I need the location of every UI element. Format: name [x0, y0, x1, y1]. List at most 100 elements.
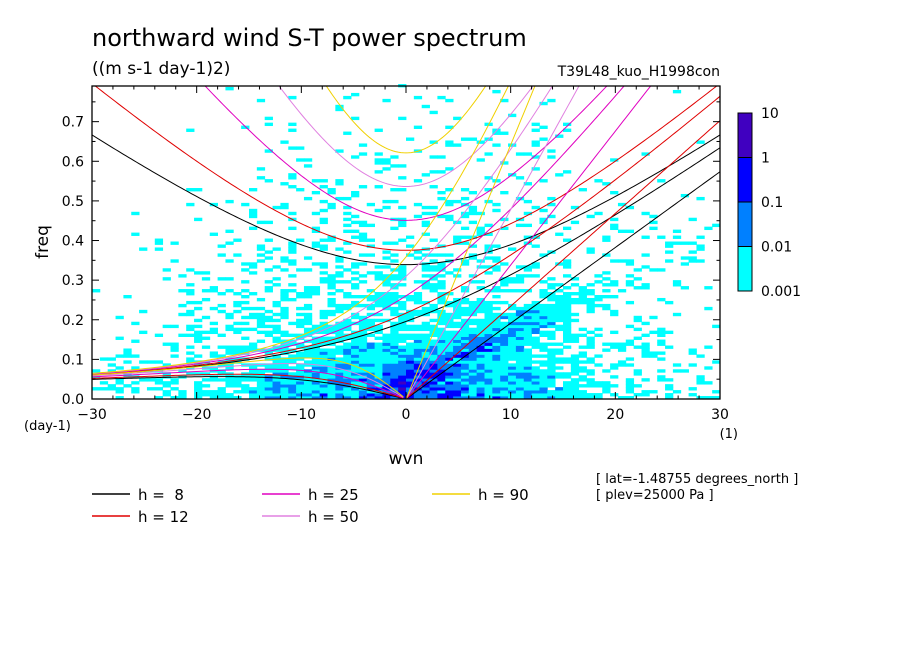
contour-cell	[508, 277, 517, 281]
contour-cell	[610, 280, 619, 284]
contour-cell	[563, 297, 572, 302]
contour-cell	[539, 217, 548, 222]
contour-cell	[406, 297, 415, 302]
contour-cell	[468, 372, 478, 376]
contour-cell	[374, 271, 383, 275]
contour-cell	[390, 155, 399, 159]
contour-cell	[351, 265, 360, 269]
contour-cell	[351, 283, 360, 287]
contour-cell	[594, 354, 603, 358]
contour-cell	[256, 315, 266, 320]
contour-cell	[351, 333, 360, 337]
contour-cell	[563, 393, 572, 397]
contour-cell	[264, 286, 273, 290]
contour-cell	[484, 300, 493, 305]
contour-cell	[508, 315, 517, 320]
contour-cell	[374, 294, 383, 299]
contour-cell	[288, 176, 297, 180]
contour-cell	[398, 363, 407, 367]
contour-cell	[688, 393, 697, 397]
contour-cell	[476, 226, 485, 231]
contour-cell	[625, 280, 635, 284]
contour-cell	[382, 390, 391, 394]
contour-cell	[186, 324, 195, 329]
contour-cell	[531, 354, 540, 358]
contour-cell	[382, 363, 391, 367]
contour-cell	[264, 348, 273, 352]
contour-cell	[390, 348, 399, 352]
contour-cell	[429, 348, 438, 352]
contour-cell	[366, 303, 375, 308]
contour-cell	[413, 333, 423, 337]
contour-cell	[563, 303, 572, 308]
contour-cell	[578, 327, 587, 332]
contour-cell	[351, 229, 360, 233]
contour-cell	[115, 315, 124, 320]
contour-cell	[327, 330, 336, 335]
contour-cell	[233, 348, 242, 352]
contour-cell	[382, 306, 391, 311]
contour-cell	[382, 318, 391, 323]
contour-cell	[256, 390, 266, 394]
contour-cell	[366, 297, 375, 302]
contour-cell	[241, 327, 250, 332]
contour-cell	[413, 366, 423, 370]
contour-cell	[523, 333, 532, 337]
contour-cell	[468, 342, 478, 346]
contour-cell	[460, 393, 470, 397]
contour-cell	[194, 390, 203, 394]
contour-cell	[421, 357, 430, 361]
contour-cell	[460, 378, 470, 382]
contour-cell	[429, 366, 438, 370]
contour-cell	[523, 393, 532, 397]
contour-cell	[445, 253, 454, 257]
contour-cell	[343, 381, 352, 385]
contour-cell	[468, 330, 478, 335]
contour-cell	[547, 321, 556, 326]
contour-cell	[154, 396, 164, 400]
contour-cell	[413, 294, 423, 299]
contour-cell	[476, 396, 485, 400]
contour-cell	[288, 244, 297, 248]
contour-cell	[539, 315, 548, 320]
contour-cell	[523, 306, 532, 311]
contour-cell	[233, 390, 242, 394]
contour-cell	[335, 107, 344, 112]
axes: −30 −20 −10 0 10 20 300.00.10.20.30.40.50.60.7	[62, 86, 729, 423]
contour-cell	[335, 182, 344, 186]
contour-cell	[186, 345, 195, 349]
contour-cell	[288, 247, 297, 251]
mrg-curve	[92, 86, 553, 375]
contour-cell	[625, 339, 635, 343]
contour-cell	[429, 360, 438, 364]
contour-cell	[563, 300, 572, 305]
contour-cell	[311, 375, 321, 379]
contour-cell	[641, 348, 650, 352]
contour-cell	[398, 357, 407, 361]
contour-cell	[256, 318, 266, 323]
contour-cell	[649, 390, 658, 394]
rossby-curve	[92, 376, 404, 399]
contour-cell	[586, 289, 595, 293]
contour-cell	[563, 318, 572, 323]
contour-cell	[398, 306, 407, 311]
contour-cell	[296, 345, 305, 349]
contour-cell	[374, 185, 383, 189]
kelvin-curve	[405, 86, 652, 399]
contour-cell	[280, 205, 289, 210]
contour-cell	[437, 283, 446, 287]
contour-cell	[665, 250, 674, 254]
contour-cell	[390, 309, 399, 314]
contour-cell	[233, 381, 242, 385]
contour-cell	[343, 357, 352, 361]
contour-cell	[351, 390, 360, 394]
contour-cell	[154, 381, 164, 385]
contour-cell	[429, 342, 438, 346]
contour-cell	[406, 360, 415, 364]
contour-cell	[586, 339, 595, 343]
contour-cell	[570, 205, 580, 210]
contour-cell	[327, 300, 336, 305]
contour-cell	[390, 375, 399, 379]
y-tick-label: 0.6	[62, 154, 84, 170]
contour-cell	[154, 360, 164, 364]
